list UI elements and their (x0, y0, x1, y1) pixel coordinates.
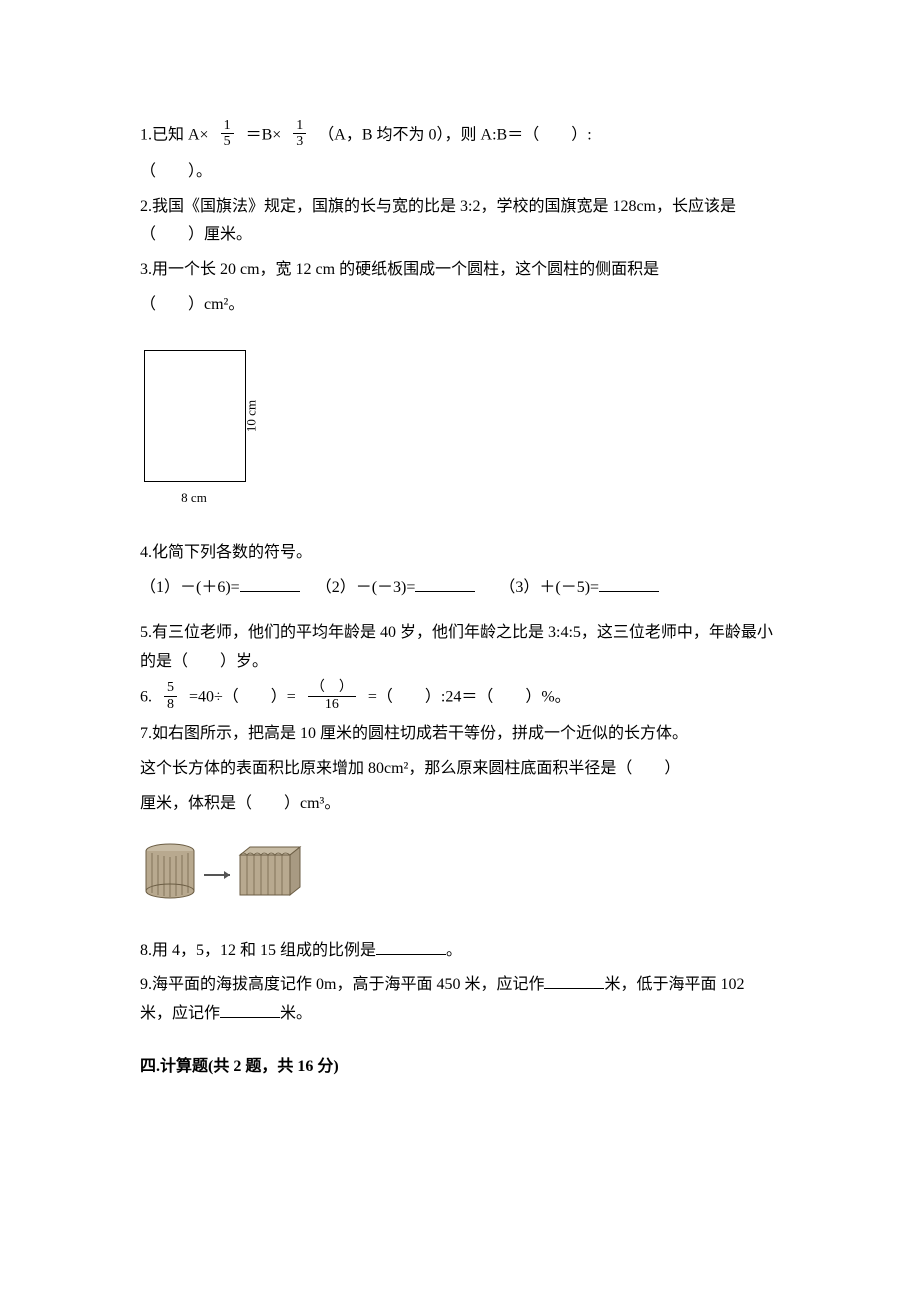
question-1: 1.已知 A× 1 5 ＝B× 1 3 （A，B 均不为 0），则 A:B＝（ … (140, 120, 780, 152)
cylinder-figure (140, 837, 310, 907)
fraction-blank-16: （ ） 16 (308, 680, 356, 712)
blank (599, 575, 659, 592)
fraction-1-3: 1 3 (293, 118, 306, 150)
rect-label-right: 10 cm (239, 400, 262, 432)
question-7: 7.如右图所示，把高是 10 厘米的圆柱切成若干等份，拼成一个近似的长方体。 (140, 720, 780, 749)
question-5: 5.有三位老师，他们的平均年龄是 40 岁，他们年龄之比是 3:4:5，这三位老… (140, 619, 780, 677)
q7-text-a: 7.如右图所示，把高是 10 厘米的圆柱切成若干等份，拼成一个近似的长方体。 (140, 725, 688, 742)
fraction-1-5: 1 5 (221, 118, 234, 150)
q9-text-c: 米。 (280, 1005, 312, 1022)
question-9: 9.海平面的海拔高度记作 0m，高于海平面 450 米，应记作米，低于海平面 1… (140, 971, 780, 1029)
question-3: 3.用一个长 20 cm，宽 12 cm 的硬纸板围成一个圆柱，这个圆柱的侧面积… (140, 256, 780, 285)
q2-text: 2.我国《国旗法》规定，国旗的长与宽的比是 3:2，学校的国旗宽是 128cm，… (140, 198, 736, 244)
sec4-text: 四.计算题(共 2 题，共 16 分) (140, 1058, 339, 1075)
question-6: 6. 5 8 =40÷（ ）= （ ） 16 =（ ）:24＝（ ）%。 (140, 682, 780, 714)
fraction-5-8: 5 8 (164, 680, 177, 712)
q3-text-b: （ ）cm²。 (140, 296, 244, 313)
frac-den: 5 (221, 134, 234, 149)
rectangle-figure: 10 cm 8 cm (144, 350, 780, 509)
frac-den: 8 (164, 697, 177, 712)
q1-text-a: 1.已知 A× (140, 127, 209, 144)
q1-text-c: （A，B 均不为 0），则 A:B＝（ ）: (318, 127, 591, 144)
frac-den: 3 (293, 134, 306, 149)
question-4-parts: （1）－(＋6)= （2）－(－3)= （3）＋(－5)= (140, 574, 780, 603)
rect-label-bottom: 8 cm (144, 486, 244, 509)
blank (240, 575, 300, 592)
q8-text-b: 。 (446, 942, 462, 959)
q4-part3: （3）＋(－5)= (499, 579, 599, 596)
blank (220, 1001, 280, 1018)
frac-num: 5 (164, 680, 177, 696)
q1-text-b: ＝B× (246, 127, 282, 144)
section-4-heading: 四.计算题(共 2 题，共 16 分) (140, 1053, 780, 1082)
frac-num: （ ） (308, 680, 356, 696)
cylinder-svg (140, 837, 310, 907)
blank (376, 938, 446, 955)
blank (544, 972, 604, 989)
q6-text-a: 6. (140, 689, 152, 706)
q7-text-c: 厘米，体积是（ ）cm³。 (140, 795, 340, 812)
frac-num: 1 (293, 118, 306, 134)
question-1-line2: （ ）。 (140, 158, 780, 187)
document-page: 1.已知 A× 1 5 ＝B× 1 3 （A，B 均不为 0），则 A:B＝（ … (0, 0, 920, 1302)
frac-den: 16 (308, 697, 356, 712)
q4-text-a: 4.化简下列各数的符号。 (140, 544, 312, 561)
frac-num: 1 (221, 118, 234, 134)
q5-text: 5.有三位老师，他们的平均年龄是 40 岁，他们年龄之比是 3:4:5，这三位老… (140, 624, 773, 670)
q9-text-a: 9.海平面的海拔高度记作 0m，高于海平面 450 米，应记作 (140, 976, 544, 993)
q4-part2: （2）－(－3)= (316, 579, 416, 596)
q6-text-b: =40÷（ ）= (189, 689, 296, 706)
q4-part1: （1）－(＋6)= (140, 579, 240, 596)
q3-text-a: 3.用一个长 20 cm，宽 12 cm 的硬纸板围成一个圆柱，这个圆柱的侧面积… (140, 261, 659, 278)
question-8: 8.用 4，5，12 和 15 组成的比例是 。 (140, 937, 780, 966)
question-2: 2.我国《国旗法》规定，国旗的长与宽的比是 3:2，学校的国旗宽是 128cm，… (140, 193, 780, 251)
q1-text-d: （ ）。 (140, 163, 212, 180)
q6-text-c: =（ ）:24＝（ ）%。 (368, 689, 571, 706)
question-7-line3: 厘米，体积是（ ）cm³。 (140, 790, 780, 819)
blank (415, 575, 475, 592)
q8-text-a: 8.用 4，5，12 和 15 组成的比例是 (140, 942, 376, 959)
question-3-line2: （ ）cm²。 (140, 291, 780, 320)
question-7-line2: 这个长方体的表面积比原来增加 80cm²，那么原来圆柱底面积半径是（ ） (140, 755, 780, 784)
q7-text-b: 这个长方体的表面积比原来增加 80cm²，那么原来圆柱底面积半径是（ ） (140, 760, 680, 777)
rectangle-box: 10 cm (144, 350, 246, 482)
question-4: 4.化简下列各数的符号。 (140, 539, 780, 568)
